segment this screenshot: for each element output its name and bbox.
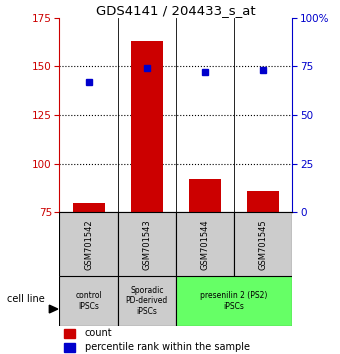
FancyBboxPatch shape — [59, 212, 118, 276]
Text: GSM701543: GSM701543 — [142, 219, 151, 270]
Text: control
IPSCs: control IPSCs — [75, 291, 102, 310]
Bar — [247, 191, 279, 212]
Text: GSM701544: GSM701544 — [201, 219, 209, 270]
FancyBboxPatch shape — [176, 212, 234, 276]
FancyBboxPatch shape — [118, 212, 176, 276]
Bar — [64, 343, 75, 352]
Text: percentile rank within the sample: percentile rank within the sample — [85, 342, 250, 353]
Bar — [131, 41, 163, 212]
FancyBboxPatch shape — [176, 276, 292, 326]
Title: GDS4141 / 204433_s_at: GDS4141 / 204433_s_at — [96, 4, 256, 17]
Bar — [64, 329, 75, 338]
Text: GSM701545: GSM701545 — [259, 219, 268, 270]
Text: cell line: cell line — [7, 294, 45, 304]
Text: count: count — [85, 328, 112, 338]
Polygon shape — [49, 305, 58, 313]
Bar — [73, 202, 105, 212]
Bar — [189, 179, 221, 212]
Text: GSM701542: GSM701542 — [84, 219, 93, 270]
Text: presenilin 2 (PS2)
iPSCs: presenilin 2 (PS2) iPSCs — [201, 291, 268, 310]
FancyBboxPatch shape — [59, 276, 118, 326]
FancyBboxPatch shape — [234, 212, 292, 276]
Text: Sporadic
PD-derived
iPSCs: Sporadic PD-derived iPSCs — [126, 286, 168, 316]
FancyBboxPatch shape — [118, 276, 176, 326]
